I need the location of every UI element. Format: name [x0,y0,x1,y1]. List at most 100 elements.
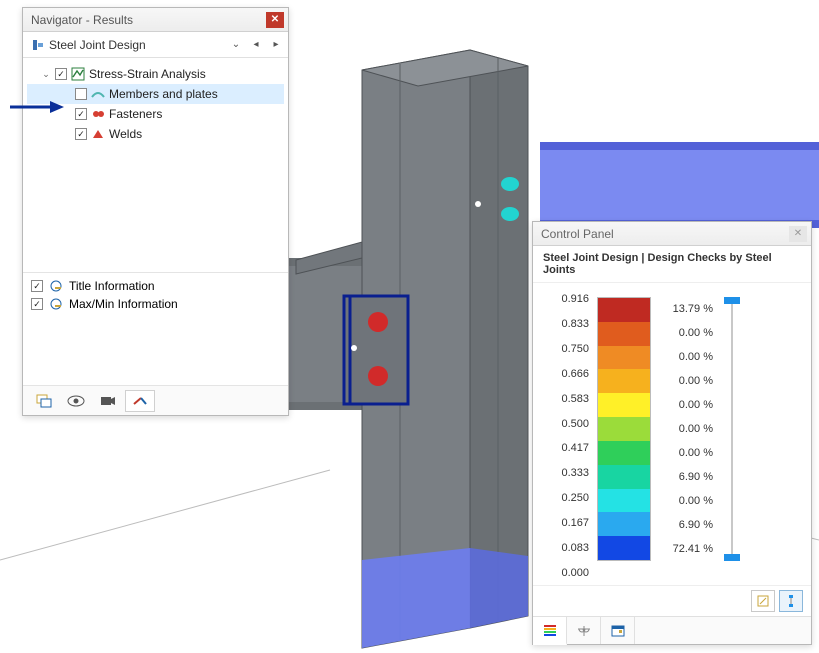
legend-value: 0.083 [545,542,589,554]
tree-item-label: Fasteners [109,107,162,121]
color-scale-tab[interactable] [533,617,567,645]
legend-swatch [598,536,650,560]
navigator-bottombar [23,385,288,415]
legend-swatch [598,512,650,536]
edit-range-button[interactable] [751,590,775,612]
checkbox[interactable]: ✓ [31,298,43,310]
control-title: Control Panel [541,227,789,241]
info-icon [49,297,63,311]
checkbox[interactable]: ✓ [31,280,43,292]
legend-percent: 72.41 % [659,543,713,555]
legend-swatch [598,417,650,441]
eye-icon [67,395,85,407]
legend-value: 0.167 [545,517,589,529]
views-button[interactable] [29,390,59,412]
legend-swatch [598,369,650,393]
tree-item-label: Members and plates [109,87,218,101]
checkbox[interactable] [75,88,87,100]
legend-percent: 0.00 % [659,327,713,339]
legend-swatch [598,393,650,417]
balance-icon [576,624,592,638]
tree-item-label: Welds [109,127,142,141]
info-icon [49,279,63,293]
tree-root-row[interactable]: ⌄ ✓ Stress-Strain Analysis [27,64,284,84]
navigator-panel: Navigator - Results ✕ Steel Joint Design… [22,7,289,416]
camera-button[interactable] [93,390,123,412]
navigator-close-button[interactable]: ✕ [266,12,284,28]
legend-color-bar[interactable] [597,297,651,561]
next-module-button[interactable]: ▸ [268,37,284,53]
control-tabs [533,616,811,644]
control-close-button[interactable]: ✕ [789,226,807,242]
legend-swatch [598,346,650,370]
legend-percent: 13.79 % [659,303,713,315]
legend-swatch [598,298,650,322]
legend-swatch [598,489,650,513]
checkbox[interactable]: ✓ [75,128,87,140]
checkbox[interactable]: ✓ [55,68,67,80]
visibility-button[interactable] [61,390,91,412]
legend-value: 0.583 [545,393,589,405]
module-label: Steel Joint Design [49,38,224,52]
title-info-row[interactable]: ✓ Title Information [31,279,280,293]
legend-percent: 0.00 % [659,447,713,459]
legend-swatch [598,322,650,346]
tree-root-label: Stress-Strain Analysis [89,67,206,81]
legend-percent: 0.00 % [659,399,713,411]
legend-range-slider[interactable] [721,297,743,561]
maxmin-info-label: Max/Min Information [69,297,178,311]
navigator-title: Navigator - Results [31,13,266,27]
camera-icon [100,395,116,407]
mode-button[interactable] [125,390,155,412]
welds-icon [91,127,105,141]
legend-value: 0.833 [545,318,589,330]
members-icon [91,87,105,101]
annotation-arrow [10,100,66,114]
legend-value: 0.916 [545,293,589,305]
title-info-label: Title Information [69,279,155,293]
legend-percent: 0.00 % [659,351,713,363]
edit-range-icon [756,594,770,608]
control-titlebar[interactable]: Control Panel ✕ [533,222,811,246]
legend-value: 0.750 [545,343,589,355]
tree-item-welds[interactable]: ✓ Welds [27,124,284,144]
legend-swatch [598,465,650,489]
views-icon [36,394,52,408]
legend-value: 0.250 [545,492,589,504]
module-selector[interactable]: Steel Joint Design ⌄ ◂ ▸ [23,32,288,58]
legend-percents: 13.79 % 0.00 % 0.00 % 0.00 % 0.00 % 0.00… [659,297,713,561]
range-bar-button[interactable] [779,590,803,612]
legend-percent: 0.00 % [659,423,713,435]
legend-value: 0.417 [545,442,589,454]
maxmin-info-row[interactable]: ✓ Max/Min Information [31,297,280,311]
legend-percent: 6.90 % [659,471,713,483]
range-bar-icon [785,594,797,608]
fasteners-icon [91,107,105,121]
steel-joint-icon [31,38,45,52]
legend-tools [533,585,811,616]
properties-tab[interactable] [601,617,635,644]
control-subtitle: Steel Joint Design | Design Checks by St… [533,246,811,283]
dropdown-icon[interactable]: ⌄ [228,37,244,53]
legend-value: 0.500 [545,418,589,430]
mode-icon [132,395,148,407]
collapse-icon[interactable]: ⌄ [41,69,51,79]
info-section: ✓ Title Information ✓ Max/Min Informatio… [23,272,288,385]
balance-tab[interactable] [567,617,601,644]
checkbox[interactable]: ✓ [75,108,87,120]
slider-rail [731,297,733,561]
slider-thumb-top[interactable] [724,297,740,304]
legend-percent: 0.00 % [659,375,713,387]
results-tree: ⌄ ✓ Stress-Strain Analysis Members and p… [23,58,288,272]
properties-icon [610,624,626,638]
legend-value: 0.666 [545,368,589,380]
color-legend: 0.916 0.833 0.750 0.666 0.583 0.500 0.41… [533,283,811,585]
legend-value: 0.333 [545,467,589,479]
legend-value: 0.000 [545,567,589,579]
color-scale-icon [542,623,558,637]
legend-percent: 6.90 % [659,519,713,531]
slider-thumb-bottom[interactable] [724,554,740,561]
navigator-titlebar[interactable]: Navigator - Results ✕ [23,8,288,32]
prev-module-button[interactable]: ◂ [248,37,264,53]
control-panel: Control Panel ✕ Steel Joint Design | Des… [532,221,812,645]
